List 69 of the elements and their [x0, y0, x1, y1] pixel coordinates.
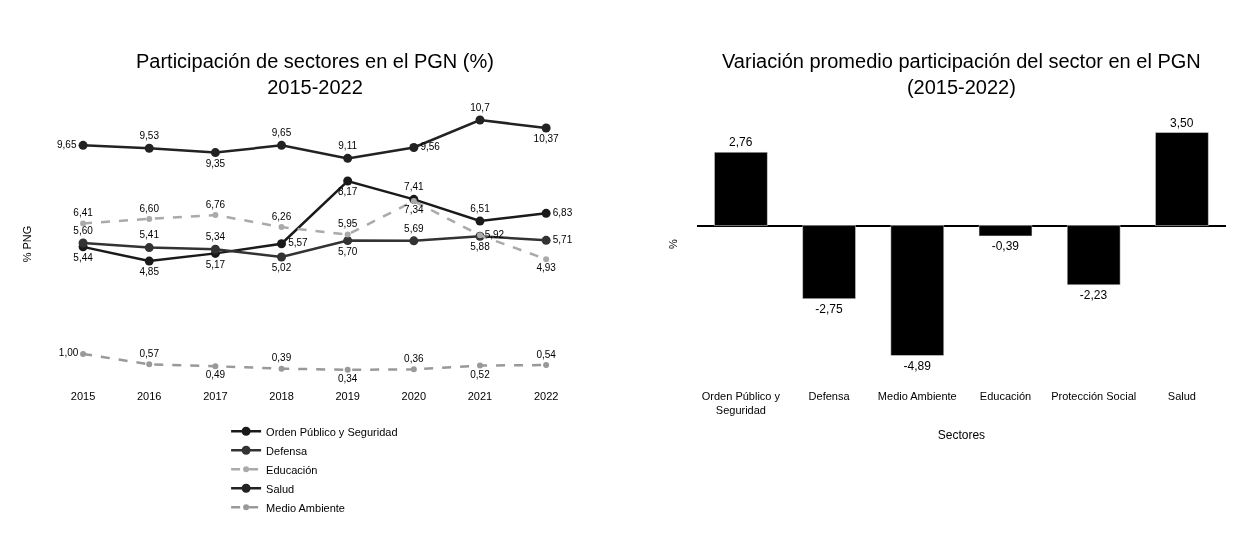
- chart-title: Variación promedio participación del sector en el PGN (2015-2022): [722, 50, 1201, 98]
- data-label: 7,41: [404, 181, 424, 193]
- x-tick-label: Defensa: [808, 390, 851, 402]
- x-tick-label: 2017: [203, 390, 228, 402]
- x-tick-label: Orden Público y Seguridad: [701, 390, 781, 417]
- data-label: 4,93: [536, 262, 557, 274]
- x-tick-label: 2015: [70, 390, 96, 402]
- x-tick-label: 2019: [335, 390, 360, 402]
- x-tick-label: Protección Social: [1051, 390, 1137, 402]
- data-label: 5,17: [205, 258, 226, 270]
- legend-label: Educación: [266, 463, 318, 476]
- data-label: 5,60: [73, 224, 94, 236]
- data-label: 5,57: [288, 237, 309, 249]
- data-label: 6,26: [271, 210, 292, 222]
- data-label: 5,44: [73, 251, 94, 263]
- legend-label: Salud: [266, 482, 295, 495]
- data-label: 0,49: [205, 369, 226, 381]
- data-label: -2,23: [1079, 287, 1108, 302]
- data-label: 4,85: [139, 266, 160, 278]
- data-label: 0,39: [271, 352, 292, 364]
- x-tick-label: Salud: [1167, 390, 1196, 402]
- data-label: 6,83: [552, 206, 573, 218]
- data-label: 8,17: [337, 186, 358, 198]
- y-axis-title: % PNG: [20, 225, 33, 263]
- data-label: 0,52: [470, 368, 491, 380]
- x-axis-title: Sectores: [937, 428, 986, 443]
- x-tick-label: 2021: [467, 390, 493, 402]
- x-tick-label: 2018: [269, 390, 294, 402]
- data-label: -2,75: [815, 301, 843, 316]
- data-label: 5,02: [271, 262, 292, 274]
- data-label: 1,00: [58, 347, 79, 359]
- data-label: 0,57: [139, 348, 160, 360]
- data-label: 6,76: [205, 198, 226, 210]
- data-label: 9,65: [56, 138, 77, 150]
- data-label: 5,88: [470, 241, 491, 253]
- data-label: 0,36: [404, 353, 424, 365]
- data-label: 5,41: [139, 229, 160, 241]
- data-label: 5,34: [205, 231, 226, 243]
- data-label: 9,35: [205, 157, 226, 169]
- x-tick-label: Medio Ambiente: [877, 390, 957, 402]
- data-label: 10,37: [533, 133, 560, 145]
- data-label: 0,34: [337, 373, 358, 385]
- data-label: -4,89: [903, 358, 932, 373]
- data-label: 6,60: [139, 202, 160, 214]
- data-label: 9,65: [271, 127, 292, 139]
- data-label: 5,70: [337, 245, 358, 257]
- data-label: -0,39: [991, 238, 1020, 253]
- x-tick-label: Educación: [979, 390, 1032, 402]
- data-label: 10,7: [470, 101, 491, 113]
- data-label: 0,54: [536, 348, 557, 360]
- data-label: 9,56: [420, 141, 441, 153]
- x-tick-label: 2020: [401, 390, 427, 402]
- data-label: 5,95: [337, 218, 358, 230]
- data-label: 6,41: [73, 207, 94, 219]
- data-label: 5,71: [552, 233, 573, 245]
- data-label: 2,76: [729, 135, 753, 150]
- data-label: 5,69: [404, 222, 424, 234]
- data-label: 9,53: [139, 130, 160, 142]
- legend-label: Defensa: [266, 444, 308, 457]
- legend-label: Medio Ambiente: [266, 501, 345, 514]
- y-axis-title: %: [667, 238, 680, 249]
- x-tick-label: 2022: [533, 390, 559, 402]
- data-label: 3,50: [1170, 115, 1194, 130]
- chart-title: Participación de sectores en el PGN (%) 2015-2022: [136, 50, 494, 98]
- x-tick-label: 2016: [136, 390, 162, 402]
- data-label: 9,11: [338, 140, 358, 152]
- data-label: 6,51: [470, 202, 491, 214]
- data-label: 7,34: [404, 204, 424, 216]
- legend-label: Orden Público y Seguridad: [266, 425, 398, 438]
